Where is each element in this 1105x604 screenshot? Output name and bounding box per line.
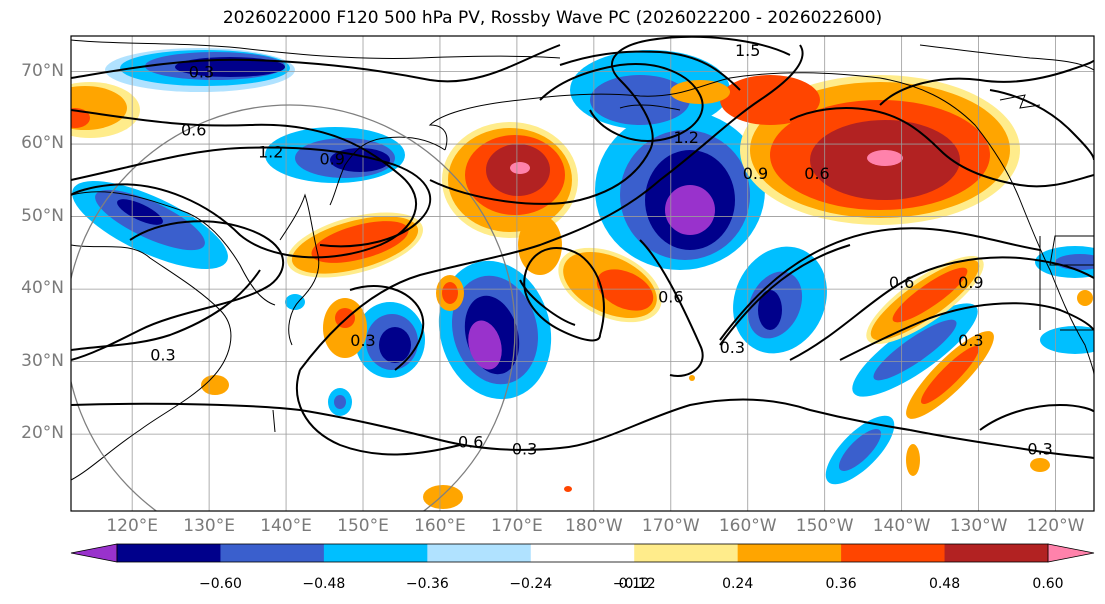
- contour-label: 0.3: [150, 345, 175, 364]
- colorbar-tick-label: 0.48: [928, 576, 961, 592]
- lon-tick-label: 150°W: [795, 516, 854, 536]
- colorbar-swatch: [427, 544, 532, 562]
- colorbar: [70, 543, 1095, 563]
- colorbar-tick-label: 0.60: [1032, 576, 1064, 592]
- colorbar-swatch: [117, 544, 221, 562]
- contour-label: 0.6: [804, 164, 829, 183]
- coastlines: [71, 39, 1094, 481]
- map-area: 0.3 1.5 0.6 1.2 0.9 1.2 0.9 0.6 0.6 0.9 0.3 0.3 0.3 0…: [71, 36, 1094, 511]
- contour-label: 0.6: [658, 287, 683, 306]
- colorbar-swatch: [634, 544, 739, 562]
- contour-label: 0.3: [958, 331, 983, 350]
- lat-tick-label: 70°N: [21, 60, 64, 81]
- lon-tick-label: 170°W: [641, 516, 700, 536]
- contour-label: 0.9: [320, 150, 345, 169]
- contour-label: 0.3: [1027, 440, 1052, 459]
- colorbar-swatch: [323, 544, 428, 562]
- contour-label: 0.3: [512, 440, 537, 459]
- pv-contours: [71, 36, 1094, 459]
- lon-tick-label: 160°W: [718, 516, 777, 536]
- colorbar-tick-label: −0.24: [509, 576, 553, 592]
- lat-tick-label: 40°N: [21, 278, 64, 299]
- lon-tick-label: 130°E: [183, 516, 235, 536]
- colorbar-swatch: [220, 544, 325, 562]
- contour-label: 1.2: [258, 142, 283, 161]
- contour-labels: 0.3 1.5 0.6 1.2 0.9 1.2 0.9 0.6 0.6 0.9 0.3 0.3 0.3 0…: [150, 41, 1053, 459]
- positive-pv-anomalies: [71, 75, 1093, 509]
- contour-label: 1.5: [735, 41, 760, 60]
- lat-tick-label: 30°N: [21, 350, 64, 371]
- lon-tick-label: 130°W: [949, 516, 1008, 536]
- colorbar-tick-label: −0.12: [612, 576, 656, 592]
- contour-label: 0.6: [889, 273, 914, 292]
- contour-label: 1.2: [673, 128, 698, 147]
- lon-tick-label: 170°E: [491, 516, 543, 536]
- lon-tick-label: 120°W: [1026, 516, 1085, 536]
- reference-circle: [71, 104, 516, 511]
- colorbar-tick-label: 0.36: [825, 576, 857, 592]
- lon-tick-label: 140°W: [872, 516, 931, 536]
- colorbar-swatch: [944, 544, 1049, 562]
- lon-tick-label: 140°E: [260, 516, 312, 536]
- colorbar-tick-label: −0.36: [405, 576, 449, 592]
- colorbar-extend-max: [1047, 543, 1095, 563]
- colorbar-tick-label: 0.24: [722, 576, 754, 592]
- map-title: 2026022000 F120 500 hPa PV, Rossby Wave …: [222, 8, 883, 28]
- colorbar-tick-label: −0.60: [198, 576, 242, 592]
- colorbar-swatch: [530, 544, 635, 562]
- contour-label: 0.3: [720, 338, 745, 357]
- colorbar-tick-label: 0.12: [618, 576, 650, 592]
- lon-tick-label: 120°E: [106, 516, 159, 536]
- lon-tick-label: 180°W: [564, 516, 623, 536]
- colorbar-tick-label: −0.48: [302, 576, 346, 592]
- contour-label: 0.3: [189, 63, 214, 82]
- colorbar-swatch: [841, 544, 946, 562]
- contour-label: 0.6: [458, 432, 483, 451]
- lat-tick-label: 60°N: [21, 133, 64, 154]
- lat-tick-label: 50°N: [21, 205, 64, 226]
- colorbar-swatch: [737, 544, 842, 562]
- negative-pv-anomalies: [72, 48, 1094, 485]
- map-frame: [70, 35, 1095, 512]
- colorbar-frame: [116, 543, 1049, 563]
- lon-tick-label: 160°E: [414, 516, 466, 536]
- colorbar-extend-min: [70, 543, 118, 563]
- contour-label: 0.9: [743, 164, 768, 183]
- contour-label: 0.3: [350, 331, 375, 350]
- contour-label: 0.9: [958, 273, 983, 292]
- lon-tick-label: 150°E: [337, 516, 389, 536]
- lat-tick-label: 20°N: [21, 423, 64, 444]
- contour-label: 0.6: [181, 121, 206, 140]
